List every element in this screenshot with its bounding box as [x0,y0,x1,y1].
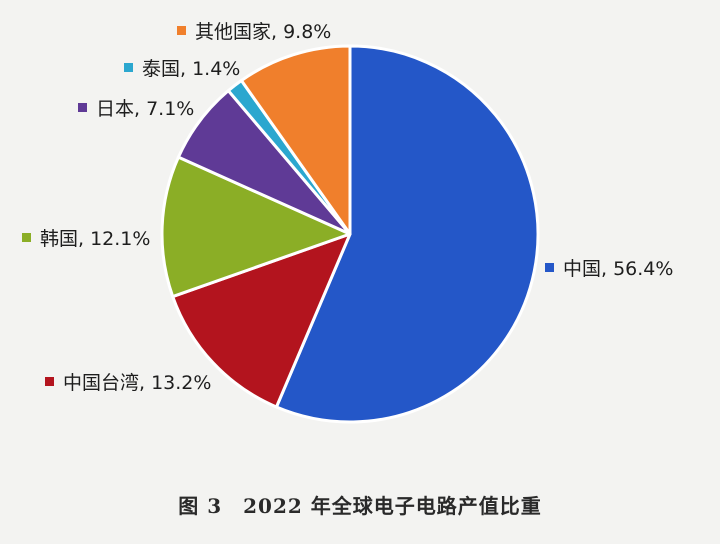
pie-slice [160,155,352,299]
slice-label: 泰国, 1.4% [142,58,240,80]
legend-marker [78,103,87,112]
legend-marker [177,26,186,35]
slice-label: 韩国, 12.1% [40,228,150,250]
legend-marker [545,263,554,272]
pie-slice [274,44,540,424]
legend-marker [45,377,54,386]
pie-slice [239,44,352,236]
figure-caption: 图 3 2022 年全球电子电路产值比重 [178,494,542,518]
legend-marker [124,63,133,72]
slice-label: 中国, 56.4% [563,258,673,280]
pie-slice [171,232,352,409]
slice-label: 其他国家, 9.8% [195,21,331,43]
slice-label: 中国台湾, 13.2% [63,372,211,394]
slice-label: 日本, 7.1% [96,98,194,120]
pie-chart: 中国, 56.4% 中国台湾, 13.2% 韩国, 12.1% 日本, 7.1% 泰国,… [22,21,673,424]
legend-marker [22,233,31,242]
